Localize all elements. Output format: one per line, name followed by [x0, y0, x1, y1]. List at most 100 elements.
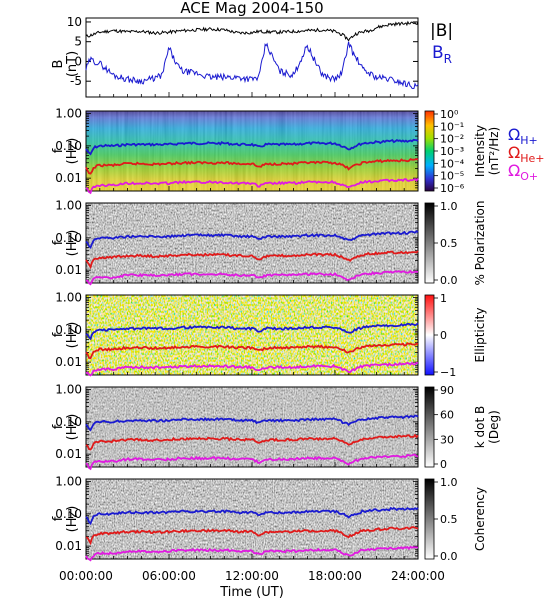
bfield-ytick-label: 10 [67, 15, 82, 29]
intensity-ylabel-2: (Hz) [65, 138, 80, 165]
legend-omega-he: ΩHe+ [508, 143, 545, 165]
legend-bmag: |B| [430, 21, 453, 41]
cbar-tick-label: 10⁻² [440, 133, 464, 146]
gyro-line-hplus [85, 414, 419, 432]
cbar-tick-label: −1 [440, 366, 456, 379]
kdotb-ylabel-1: f [51, 424, 66, 429]
gyro-line-heplus [85, 342, 419, 360]
panel-coherency: 1.00 0.10 0.01 f (Hz) 1.0 0.5 0.0 Coherency [51, 475, 487, 563]
cbar-tick-label: 30 [440, 433, 454, 446]
ellipticity-colorbar [424, 294, 435, 376]
legend-br: BR [432, 43, 452, 66]
bfield-ytick-label: -5 [70, 74, 82, 88]
bfield-ylabel-2: (nT) [65, 51, 80, 77]
intensity-cbar-label-2: (nT²/Hz) [487, 127, 501, 175]
cbar-tick-label: 60 [440, 409, 454, 422]
freq-tick-label: 0.10 [55, 415, 82, 429]
panel-kdotb: 1.00 0.10 0.01 f (Hz) 90 60 30 0 k dot B (Deg… [51, 383, 501, 471]
ellipticity-spectrogram [86, 295, 418, 375]
freq-tick-label: 0.10 [55, 139, 82, 153]
legend-omega-o: ΩO+ [508, 161, 538, 183]
freq-tick-label: 1.00 [55, 291, 82, 305]
bfield-ytick-label: 0 [74, 54, 82, 68]
cbar-tick-label: 0.0 [440, 550, 458, 563]
cbar-tick-label: 90 [440, 384, 454, 397]
legend-omega-h-main: Ω [508, 125, 520, 144]
cbar-tick-label: 10⁻⁵ [440, 170, 464, 183]
polarization-ylabel-1: f [51, 240, 66, 245]
ellipticity-cbar-label: Ellipticity [473, 308, 487, 363]
x-tick-label: 24:00:00 [391, 569, 445, 583]
gyro-legend: ΩH+ ΩHe+ ΩO+ [508, 125, 545, 183]
polarization-ylabel-2: (Hz) [65, 230, 80, 257]
ellipticity-ylabel-1: f [51, 332, 66, 337]
cbar-tick-label: 10⁻⁶ [440, 182, 465, 195]
panel-bfield: 10 5 0 -5 B (nT) |B| BR [51, 15, 453, 98]
freq-tick-label: 0.01 [55, 171, 82, 185]
bfield-legend: |B| BR [430, 21, 453, 66]
panel-ellipticity: 1.00 0.10 0.01 f (Hz) 1 0 −1 Ellipticity [51, 291, 487, 379]
freq-tick-label: 1.00 [55, 199, 82, 213]
legend-omega-o-main: Ω [508, 161, 520, 180]
cbar-tick-label: 0.5 [440, 237, 458, 250]
cbar-tick-label: 1.0 [440, 200, 458, 213]
gyro-line-hplus [85, 506, 419, 526]
coherency-ylabel-2: (Hz) [65, 506, 80, 533]
gyro-line-oplus [85, 270, 419, 286]
gyro-line-oplus [85, 545, 419, 562]
coherency-spectrogram [86, 479, 418, 559]
intensity-cbar-label-1: Intensity [473, 125, 487, 177]
legend-omega-h-sub: H+ [520, 134, 538, 147]
cbar-tick-label: 0.5 [440, 513, 458, 526]
freq-tick-label: 0.01 [55, 539, 82, 553]
legend-omega-h: ΩH+ [508, 125, 538, 147]
gyro-line-oplus [85, 361, 419, 377]
freq-tick-label: 1.00 [55, 475, 82, 489]
coherency-cbar-label: Coherency [473, 487, 487, 551]
x-tick-label: 00:00:00 [59, 569, 113, 583]
freq-tick-label: 0.10 [55, 231, 82, 245]
kdotb-cbar-label-1: k dot B [473, 406, 487, 448]
gyro-line-hplus [85, 230, 419, 250]
cbar-tick-label: 10⁻⁴ [440, 157, 465, 170]
gyro-line-hplus [85, 138, 419, 156]
x-tick-label: 18:00:00 [308, 569, 362, 583]
cbar-tick-label: 10⁻¹ [440, 120, 464, 133]
figure-title: ACE Mag 2004-150 [180, 0, 323, 17]
legend-omega-he-main: Ω [508, 143, 520, 162]
gyro-line-heplus [85, 433, 419, 451]
panel-polarization: 1.00 0.10 0.01 f (Hz) 1.0 0.5 0.0 % Polariza… [51, 199, 487, 287]
cbar-tick-label: 1 [440, 292, 447, 305]
freq-tick-label: 0.01 [55, 447, 82, 461]
freq-tick-label: 1.00 [55, 107, 82, 121]
ellipticity-ylabel-2: (Hz) [65, 322, 80, 349]
bfield-frame [85, 17, 419, 98]
kdotb-colorbar [424, 386, 435, 468]
gyro-line-heplus [85, 158, 419, 175]
intensity-ylabel-1: f [51, 148, 66, 153]
coherency-ylabel-1: f [51, 516, 66, 521]
bfield-ytick-label: 5 [74, 35, 82, 49]
gyro-line-heplus [85, 526, 419, 546]
panel-intensity: 1.000.100.01 f (Hz) 10⁰10⁻¹10⁻²10⁻³10⁻⁴1… [51, 107, 545, 195]
kdotb-texture [86, 387, 418, 467]
series-line-bmag [85, 20, 419, 42]
legend-br-main: B [432, 43, 444, 63]
gyro-line-heplus [85, 250, 419, 270]
freq-tick-label: 1.00 [55, 383, 82, 397]
polarization-spectrogram [86, 203, 418, 283]
gyro-line-oplus [85, 453, 419, 471]
legend-br-sub: R [444, 52, 452, 66]
coherency-colorbar [424, 478, 435, 560]
cbar-tick-label: 0 [440, 458, 447, 471]
x-tick-label: 06:00:00 [142, 569, 196, 583]
x-axis-label: Time (UT) [219, 585, 284, 600]
polarization-cbar-label: % Polarization [473, 201, 487, 286]
legend-omega-o-sub: O+ [520, 170, 538, 183]
freq-tick-label: 0.01 [55, 355, 82, 369]
kdotb-ylabel-2: (Hz) [65, 414, 80, 441]
cbar-tick-label: 0 [440, 329, 447, 342]
freq-tick-label: 0.01 [55, 263, 82, 277]
intensity-colorbar [424, 110, 435, 192]
